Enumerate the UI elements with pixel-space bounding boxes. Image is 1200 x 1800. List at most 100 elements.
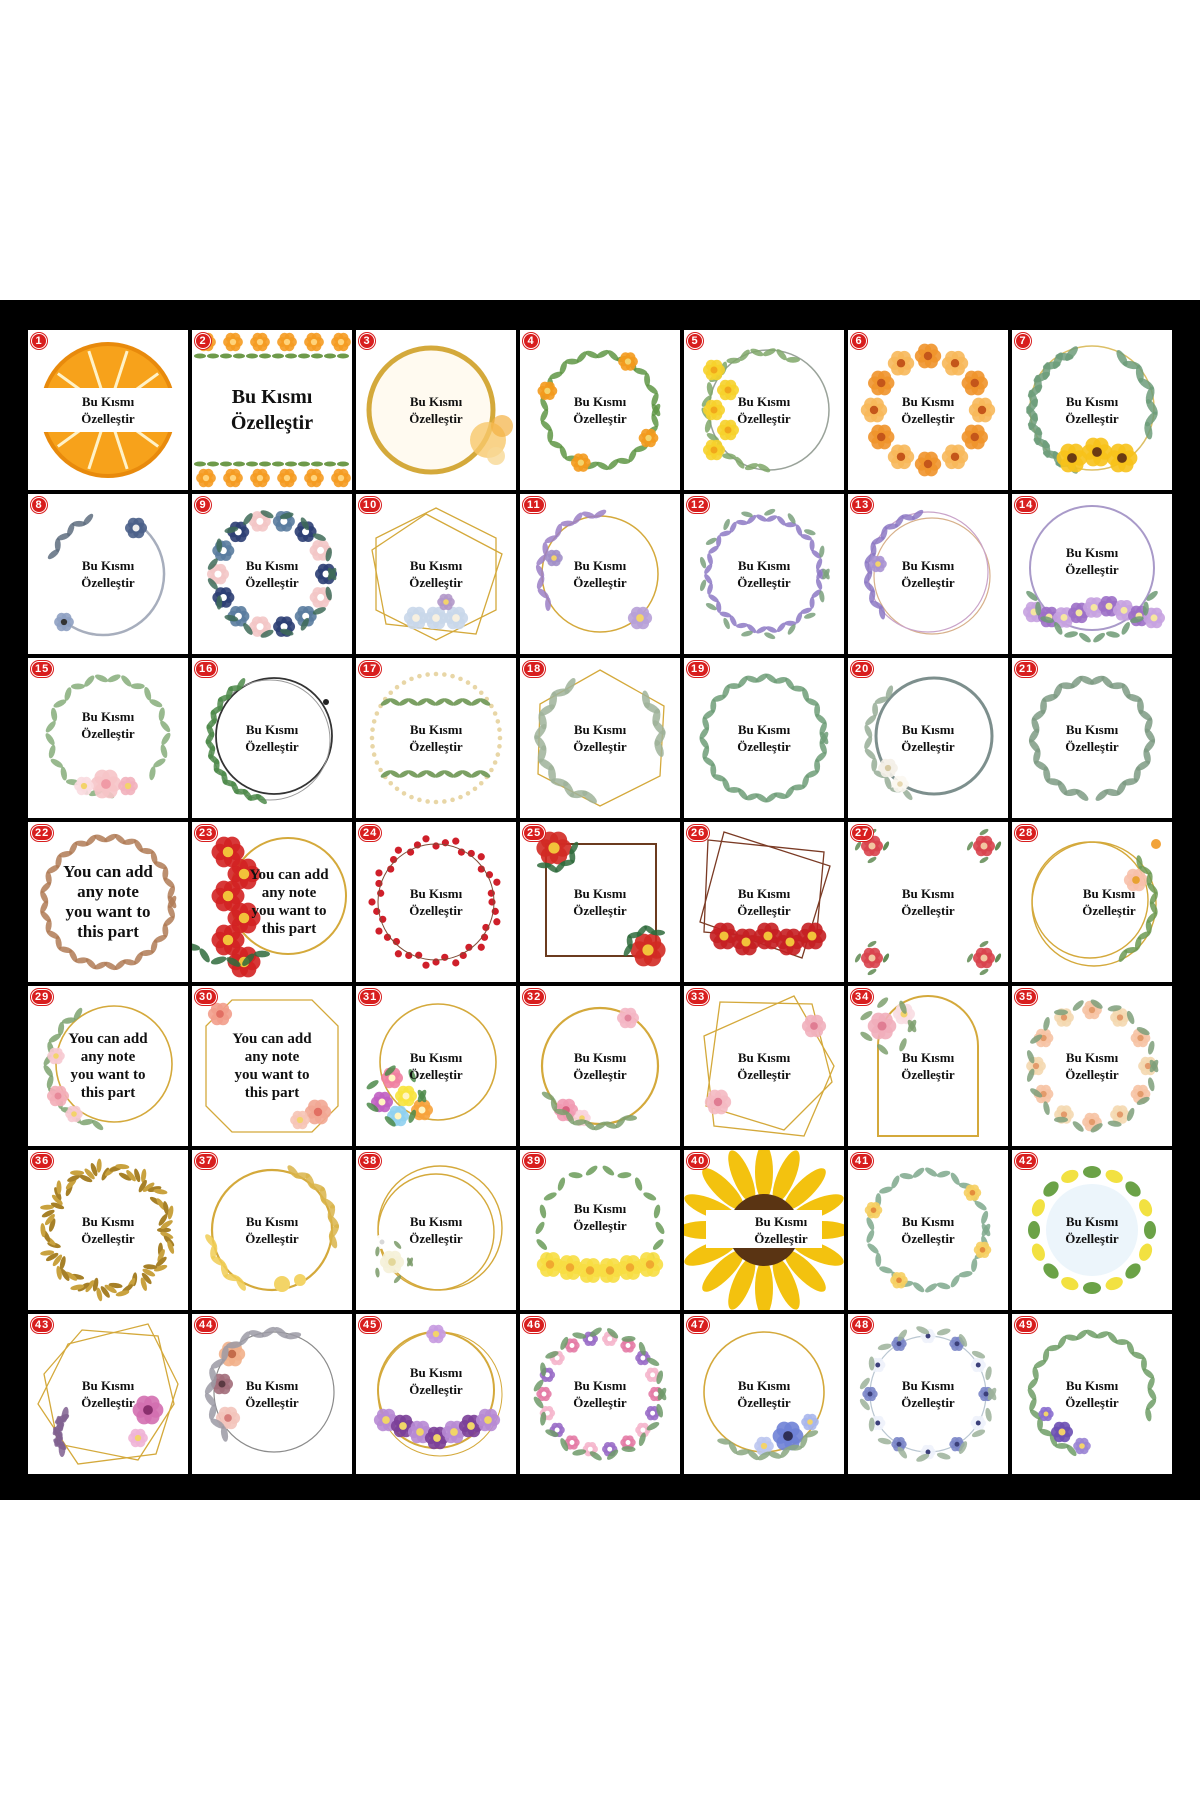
design-tile[interactable]: 4 Bu Kısmı Özelleştir [520,330,680,490]
design-label-text: Bu Kısmı Özelleştir [1065,545,1119,578]
design-number-badge: 23 [195,825,218,841]
design-tile[interactable]: 40 Bu Kısmı Özelleştir [684,1150,844,1310]
design-tile[interactable]: 13 Bu Kısmı Özelleştir [848,494,1008,654]
gold-circle-bubbles-icon [366,345,513,475]
design-label-text: Bu Kısmı Özelleştir [1065,722,1119,754]
design-number-badge: 46 [523,1317,546,1333]
design-tile[interactable]: 5 Bu Kısmı Özelleştir [684,330,844,490]
design-number-badge: 10 [359,497,382,513]
design-tile[interactable]: 14 Bu Kısmı Özelleştir [1012,494,1172,654]
design-tile[interactable]: 2 Bu Kısmı Özelleştir [192,330,352,490]
design-tile[interactable]: 32 Bu Kısmı Özelleştir [520,986,680,1146]
design-label-text: Bu Kısmı Özelleştir [573,886,627,918]
design-tile[interactable]: 44 Bu Kısmı Özelleştir [192,1314,352,1474]
design-tile[interactable]: 8 Bu Kısmı Özelleştir [28,494,188,654]
design-number-badge: 17 [359,661,382,677]
poinsettia-square-frame-icon [536,831,666,967]
design-label-text: You can add any note you want to this pa… [232,1031,312,1101]
design-tile[interactable]: 19 Bu Kısmı Özelleştir [684,658,844,818]
design-tile[interactable]: 30 You can add any note you want to this … [192,986,352,1146]
design-number-badge: 43 [31,1317,54,1333]
design-number-badge: 40 [687,1153,710,1169]
design-number-badge: 42 [1015,1153,1038,1169]
design-tile[interactable]: 43 Bu Kısmı Özelleştir [28,1314,188,1474]
design-label-text: Bu Kısmı Özelleştir [901,722,955,754]
sunflower-icon [684,1150,844,1310]
design-tile[interactable]: 36 Bu Kısmı Özelleştir [28,1150,188,1310]
design-tile[interactable]: 9 Bu Kısmı Özelleştir [192,494,352,654]
design-number-badge: 35 [1015,989,1038,1005]
gold-hexagon-eucalyptus-icon [534,669,666,807]
daisy-leaf-wreath-icon [864,1167,992,1293]
design-label-text: Bu Kısmı Özelleştir [81,1378,135,1410]
design-tile[interactable]: 15 Bu Kısmı Özelleştir [28,658,188,818]
design-label-text: Bu Kısmı Özelleştir [409,886,463,918]
design-tile[interactable]: 20 Bu Kısmı Özelleştir [848,658,1008,818]
design-tile[interactable]: 34 Bu Kısmı Özelleştir [848,986,1008,1146]
design-tile[interactable]: 17 Bu Kısmı Özelleştir [356,658,516,818]
design-tile[interactable]: 31 Bu Kısmı Özelleştir [356,986,516,1146]
design-tile[interactable]: 45 Bu Kısmı Özelleştir [356,1314,516,1474]
design-number-badge: 34 [851,989,874,1005]
lavender-double-ring-icon [863,509,991,635]
design-tile[interactable]: 33 Bu Kısmı Özelleştir [684,986,844,1146]
design-tile[interactable]: 37 Bu Kısmı Özelleştir [192,1150,352,1310]
design-tile[interactable]: 6 Bu Kısmı Özelleştir [848,330,1008,490]
design-label-text: Bu Kısmı Özelleştir [573,1201,627,1234]
design-tile[interactable]: 28 Bu Kısmı Özelleştir [1012,822,1172,982]
design-label-text: Bu Kısmı Özelleştir [754,1214,808,1246]
design-label-text: Bu Kısmı Özelleştir [1082,886,1136,918]
violet-leaf-crescent-icon [1027,1329,1157,1457]
design-tile[interactable]: 39 Bu Kısmı Özelleştir [520,1150,680,1310]
design-tile[interactable]: 7 Bu Kısmı Özelleştir [1012,330,1172,490]
design-tile[interactable]: 1 Bu Kısmı Özelleştir [28,330,188,490]
design-label-text: Bu Kısmı Özelleştir [1065,1050,1119,1082]
design-tile[interactable]: 25 Bu Kısmı Özelleştir [520,822,680,982]
design-tile[interactable]: 35 Bu Kısmı Özelleştir [1012,986,1172,1146]
design-tile[interactable]: 29 You can add any note you want to this … [28,986,188,1146]
design-label-text: You can add any note you want to this pa… [68,1031,148,1101]
design-label-text: Bu Kısmı Özelleştir [81,394,135,426]
design-tile[interactable]: 49 Bu Kısmı Özelleştir [1012,1314,1172,1474]
design-tile[interactable]: 12 Bu Kısmı Özelleştir [684,494,844,654]
silver-ring-white-flowers-icon [864,676,994,801]
design-tile[interactable]: 23 You can add any note you want to this … [192,822,352,982]
design-label-text: Bu Kısmı Özelleştir [901,886,955,918]
design-number-badge: 44 [195,1317,218,1333]
design-tile[interactable]: 10 Bu Kısmı Özelleştir [356,494,516,654]
design-tile[interactable]: 26 Bu Kısmı Özelleştir [684,822,844,982]
design-number-badge: 41 [851,1153,874,1169]
design-tile[interactable]: 22 You can add any note you want to this … [28,822,188,982]
design-label-text: Bu Kısmı Özelleştir [901,558,955,590]
design-label-text: Bu Kısmı Özelleştir [409,1050,463,1082]
design-number-badge: 14 [1015,497,1038,513]
design-tile[interactable]: 24 Bu Kısmı Özelleştir [356,822,516,982]
brown-laurel-wreath-icon [40,833,177,971]
design-tile[interactable]: 11 Bu Kısmı Özelleştir [520,494,680,654]
design-label-text: Bu Kısmı Özelleştir [81,558,135,590]
design-tile[interactable]: 16 Bu Kısmı Özelleştir [192,658,352,818]
design-label-text: Bu Kısmı Özelleştir [901,1378,955,1410]
design-tile[interactable]: 42 Bu Kısmı Özelleştir [1012,1150,1172,1310]
design-tile[interactable]: 3 Bu Kısmı Özelleştir [356,330,516,490]
design-number-badge: 29 [31,989,54,1005]
design-label-text: Bu Kısmı Özelleştir [245,722,299,754]
design-tile[interactable]: 46 Bu Kısmı Özelleştir [520,1314,680,1474]
sunflower-eucalyptus-icon [1026,345,1158,474]
design-label-text: Bu Kısmı Özelleştir [737,722,791,754]
peach-rose-wreath-icon [1026,999,1159,1133]
design-tile[interactable]: 41 Bu Kısmı Özelleştir [848,1150,1008,1310]
design-number-badge: 27 [851,825,874,841]
design-tile[interactable]: 21 Bu Kısmı Özelleştir [1012,658,1172,818]
design-number-badge: 47 [687,1317,710,1333]
design-tile[interactable]: 47 Bu Kısmı Özelleştir [684,1314,844,1474]
design-tile[interactable]: 18 Bu Kısmı Özelleştir [520,658,680,818]
design-label-text: Bu Kısmı Özelleştir [230,386,314,434]
design-tile[interactable]: 48 Bu Kısmı Özelleştir [848,1314,1008,1474]
design-tile[interactable]: 27 Bu Kısmı Özelleştir [848,822,1008,982]
red-berry-wreath-icon [368,835,501,969]
navy-rose-wreath-icon [207,510,337,638]
pink-purple-wreath-icon [533,1327,667,1461]
design-label-text: Bu Kısmı Özelleştir [409,722,463,754]
design-tile[interactable]: 38 Bu Kısmı Özelleştir [356,1150,516,1310]
